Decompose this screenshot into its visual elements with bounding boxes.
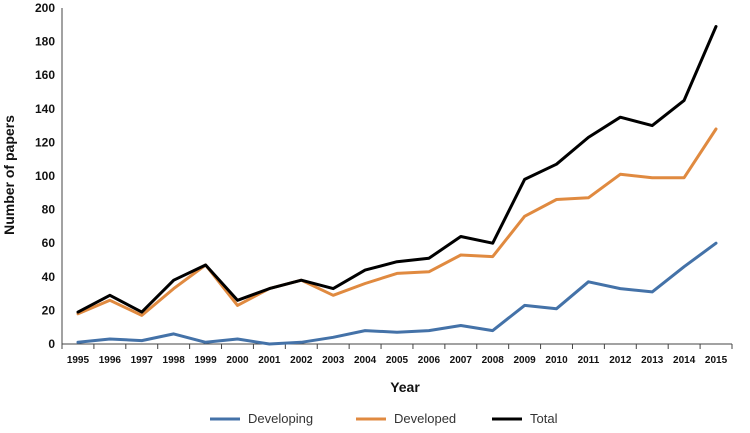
x-tick-label: 2002 <box>290 355 313 366</box>
y-tick-label: 200 <box>35 1 55 15</box>
x-tick-label: 2000 <box>226 355 249 366</box>
x-tick-labels: 1995 1996 1997 1998 1999 2000 2001 2002 2003 2004… <box>61 344 733 366</box>
x-tick-label: 2012 <box>609 355 632 366</box>
x-tick-label: 2009 <box>513 355 536 366</box>
y-tick-label: 120 <box>35 135 55 149</box>
legend-label-developed: Developed <box>394 411 456 426</box>
legend: Developing Developed Total <box>210 411 558 426</box>
series-line-total <box>76 25 718 314</box>
y-axis-title: Number of papers <box>1 115 17 235</box>
x-tick-label: 2007 <box>450 355 473 366</box>
x-tick-label: 1995 <box>67 355 90 366</box>
y-tick-label: 180 <box>35 35 55 49</box>
x-tick-label: 2001 <box>258 355 281 366</box>
x-tick-label: 1996 <box>99 355 122 366</box>
y-tick-label: 80 <box>42 203 56 217</box>
x-tick-label: 2003 <box>322 355 345 366</box>
legend-label-developing: Developing <box>248 411 313 426</box>
y-tick-label: 20 <box>42 303 56 317</box>
y-tick-label: 160 <box>35 68 55 82</box>
x-tick-label: 2013 <box>641 355 664 366</box>
y-tick-label: 40 <box>42 270 56 284</box>
y-tick-label: 100 <box>35 169 55 183</box>
x-tick-label: 2014 <box>673 355 696 366</box>
x-tick-label: 1999 <box>194 355 217 366</box>
y-tick-label: 0 <box>48 337 55 351</box>
x-tick-label: 2011 <box>578 355 600 366</box>
x-axis-title: Year <box>390 379 420 395</box>
y-tick-label: 140 <box>35 102 55 116</box>
series-lines <box>76 25 718 346</box>
x-tick-label: 2008 <box>482 355 505 366</box>
x-tick-label: 1998 <box>163 355 186 366</box>
series-line-developed <box>76 127 718 317</box>
axes <box>61 8 732 345</box>
x-tick-label: 2004 <box>354 355 377 366</box>
y-tick-label: 60 <box>42 236 56 250</box>
x-tick-label: 1997 <box>131 355 154 366</box>
y-tick-labels: 0 20 40 60 80 100 120 140 160 180 200 <box>35 1 55 351</box>
x-tick-label: 2006 <box>418 355 441 366</box>
series-line-developing <box>76 241 718 346</box>
x-tick-label: 2015 <box>705 355 728 366</box>
x-tick-label: 2005 <box>386 355 409 366</box>
x-tick-label: 2010 <box>545 355 568 366</box>
legend-label-total: Total <box>530 411 558 426</box>
